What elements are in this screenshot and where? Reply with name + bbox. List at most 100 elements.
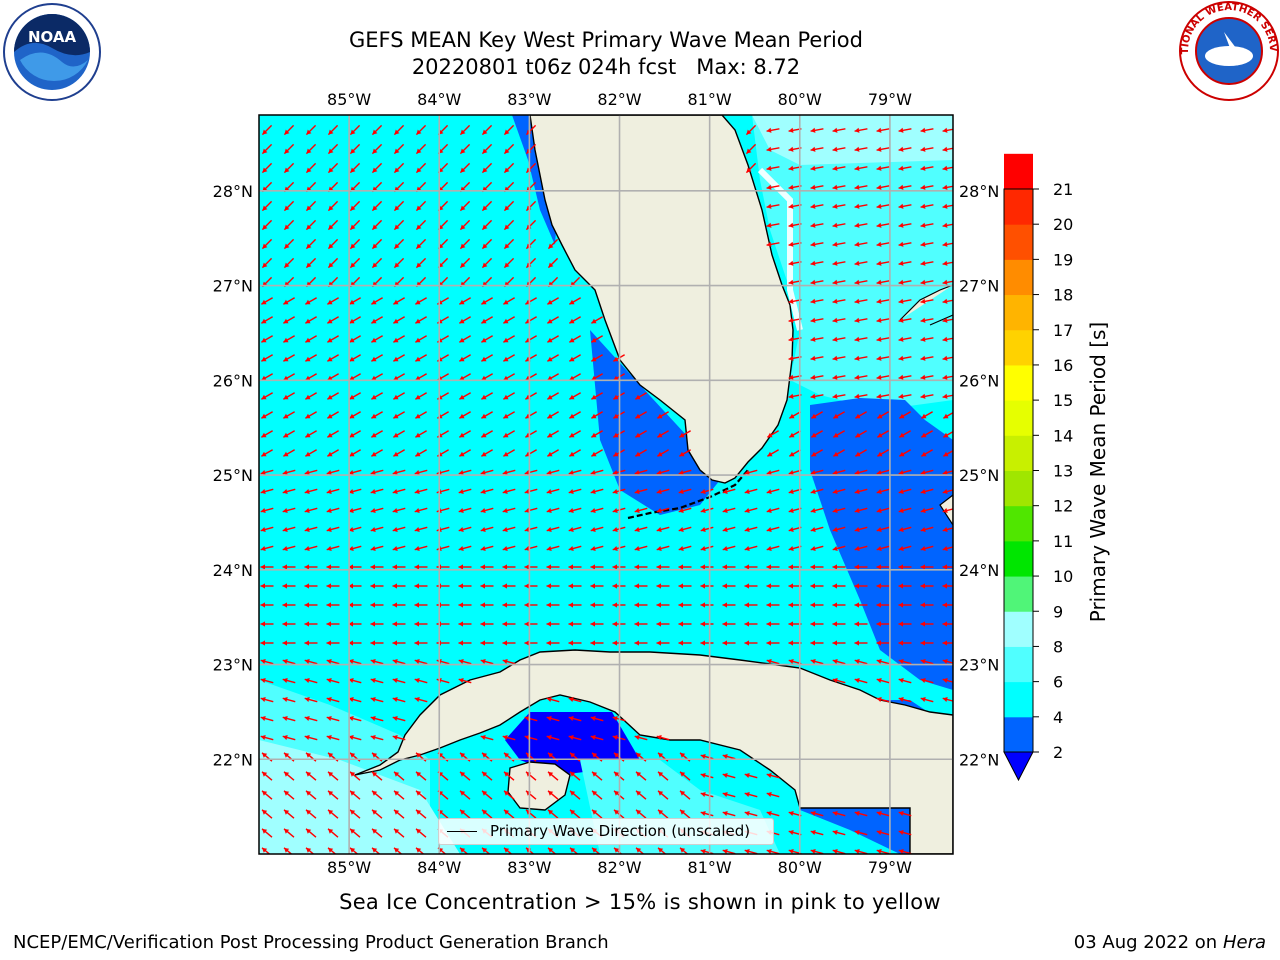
wave-direction-arrow [854, 545, 868, 552]
wave-direction-arrow [348, 621, 362, 627]
wave-direction-arrow [767, 449, 779, 457]
legend-label: Primary Wave Direction (unscaled) [490, 822, 751, 840]
bahamas-coast [899, 284, 953, 527]
wave-direction-arrow [481, 809, 493, 819]
wave-direction-arrow [458, 488, 472, 495]
wave-direction-arrow [348, 640, 362, 646]
map-frame [258, 114, 954, 855]
wave-direction-arrow [304, 696, 318, 703]
wave-direction-arrow [260, 545, 274, 552]
wave-direction-arrow [920, 317, 934, 323]
wave-direction-arrow [679, 790, 691, 800]
chart-subtitle-run-info: 20220801 t06z 024h fcst Max: 8.72 [411, 55, 801, 79]
wave-direction-arrow [832, 241, 846, 247]
wave-direction-arrow [810, 640, 824, 646]
wave-direction-arrow [370, 602, 384, 608]
wave-direction-arrow [591, 411, 603, 419]
wave-direction-arrow [261, 411, 273, 419]
wave-direction-arrow [414, 545, 428, 552]
wave-direction-arrow [920, 298, 934, 304]
wave-direction-arrow [414, 583, 428, 589]
lon-label-top: 79°W [868, 90, 912, 109]
wave-direction-arrow [810, 260, 824, 266]
wave-direction-arrow [722, 848, 736, 854]
wave-direction-arrow [415, 449, 427, 457]
wave-direction-arrow [392, 602, 406, 608]
wave-direction-arrow [591, 847, 601, 854]
wave-direction-arrow [261, 316, 273, 324]
wave-direction-arrow [503, 449, 515, 457]
wave-direction-arrow [876, 184, 890, 190]
wave-direction-arrow [634, 564, 648, 570]
wave-direction-arrow [590, 488, 604, 495]
wave-direction-arrow [876, 564, 890, 570]
wave-direction-arrow [634, 583, 648, 589]
wave-direction-arrow [459, 238, 471, 250]
wave-direction-arrow [547, 809, 559, 819]
wave-direction-arrow [876, 829, 890, 836]
wave-direction-arrow [481, 449, 493, 457]
wave-direction-arrow [678, 602, 692, 608]
wave-direction-arrow [371, 449, 383, 457]
wave-direction-arrow [283, 162, 295, 174]
wave-direction-arrow [392, 507, 406, 514]
wave-direction-arrow [392, 715, 406, 722]
wave-direction-arrow [920, 165, 934, 171]
wave-direction-arrow [854, 488, 868, 495]
wave-direction-arrow [481, 790, 493, 800]
wave-direction-arrow [261, 449, 273, 457]
wave-direction-arrow [371, 373, 383, 381]
florida-land [529, 115, 794, 484]
wave-direction-arrow [305, 449, 317, 457]
wave-direction-arrow [371, 354, 383, 362]
wave-direction-arrow [569, 297, 581, 305]
wave-direction-arrow [327, 392, 339, 400]
colorbar-tick-label: 9 [1053, 602, 1063, 621]
wave-direction-arrow [326, 621, 340, 627]
wave-direction-arrow [876, 165, 890, 171]
wave-direction-arrow [546, 469, 560, 476]
wave-direction-arrow [942, 677, 953, 683]
wave-direction-arrow [370, 677, 384, 684]
wave-direction-arrow [371, 297, 383, 305]
wave-direction-arrow [282, 621, 296, 627]
wave-direction-arrow [700, 602, 714, 608]
wave-direction-arrow [349, 200, 361, 212]
wave-direction-arrow [260, 507, 274, 514]
wave-direction-arrow [744, 469, 758, 476]
cuba-land [354, 649, 953, 854]
wave-direction-arrow [283, 335, 295, 343]
wave-direction-arrow [700, 564, 714, 570]
wave-direction-arrow [832, 583, 846, 589]
wave-direction-arrow [503, 219, 515, 231]
wave-direction-arrow [898, 146, 912, 152]
wave-direction-arrow [392, 621, 406, 627]
wave-direction-arrow [810, 848, 824, 854]
wave-direction-arrow [305, 335, 317, 343]
lon-label-bottom: 82°W [597, 858, 641, 877]
wave-direction-arrow [722, 640, 736, 646]
wave-direction-arrow [304, 583, 318, 589]
wave-direction-arrow [634, 602, 648, 608]
wave-direction-arrow [481, 238, 493, 250]
wave-direction-arrow [304, 545, 318, 552]
wave-direction-arrow [393, 219, 405, 231]
wave-direction-arrow [326, 507, 340, 514]
wave-direction-arrow [260, 602, 274, 608]
wave-direction-arrow [920, 488, 934, 495]
wave-direction-arrow [876, 583, 890, 589]
wave-direction-arrow [942, 279, 953, 285]
wave-direction-arrow [393, 124, 405, 136]
colorbar-tick-label: 11 [1053, 532, 1073, 551]
wave-direction-arrow [854, 677, 868, 684]
wave-direction-arrow [832, 848, 846, 854]
wave-direction-arrow [942, 393, 953, 399]
wave-direction-arrow [503, 847, 513, 854]
wave-direction-arrow [678, 640, 692, 646]
wave-direction-arrow [415, 200, 427, 212]
legend-line-sample [447, 831, 477, 832]
wave-direction-arrow [942, 470, 953, 476]
wave-direction-arrow [876, 602, 890, 608]
wave-direction-arrow [876, 355, 890, 361]
